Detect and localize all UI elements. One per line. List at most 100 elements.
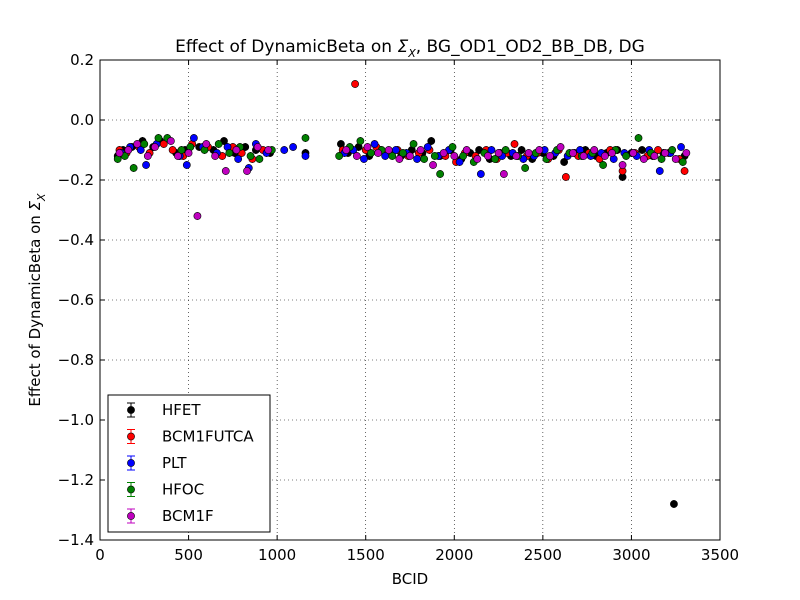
data-point [351,80,359,88]
data-point [448,143,457,151]
data-point [189,134,198,142]
x-tick-label: 1000 [258,546,296,564]
data-point [634,134,643,142]
data-point [133,140,142,148]
data-point [264,146,273,154]
data-point [142,161,150,169]
data-point [494,149,503,157]
data-point [177,146,186,154]
data-point [253,143,262,151]
y-tick-label: −0.6 [58,291,94,309]
data-point [650,152,659,160]
data-point [140,140,149,148]
series-hfoc [113,134,687,178]
data-point [546,152,554,160]
data-point [670,500,678,508]
data-point [678,158,687,166]
data-point [491,155,499,163]
data-point [579,152,588,160]
data-point [225,149,234,157]
data-point [671,155,680,163]
data-point [280,146,289,154]
legend-label: HFET [162,401,201,419]
data-point [289,143,297,151]
legend-entry-bcm1futca: BCM1FUTCA [127,428,254,446]
data-point [512,152,521,160]
x-tick-labels: 0 500 1000 1500 2000 2500 3000 3500 [95,546,739,564]
data-point [629,149,638,157]
data-point [618,161,627,169]
data-point [255,155,264,163]
data-point [682,149,691,157]
data-point [151,143,159,151]
data-point [356,137,365,145]
data-point [655,167,664,175]
data-point [166,137,175,145]
data-point [246,152,255,160]
data-point [211,152,220,160]
data-point [654,146,662,154]
x-tick-label: 500 [174,546,203,564]
data-point [136,146,145,154]
data-point [499,170,508,178]
data-point [668,146,677,154]
data-point [413,155,421,163]
data-point [521,164,530,172]
data-point [657,155,666,163]
data-point [416,146,425,154]
data-point [234,155,243,163]
data-point [399,149,407,157]
data-point [301,134,310,142]
legend-entry-bcm1f: BCM1F [127,507,214,525]
data-point [129,164,138,172]
legend-marker [127,485,135,494]
series-bcm1f [115,137,691,220]
x-tick-label: 0 [95,546,105,564]
data-point [524,149,533,157]
legend-label: HFOC [162,481,204,499]
y-tick-label: 0.0 [70,111,94,129]
data-point [370,140,379,148]
x-tick-label: 1500 [347,546,385,564]
data-point [232,146,241,154]
data-point [462,146,471,154]
grid [100,60,720,540]
data-point [680,167,689,175]
data-point [429,161,437,169]
data-point [154,134,163,142]
legend-entry-hfet: HFET [127,401,201,419]
data-point [168,146,177,154]
data-point [409,140,418,148]
data-point [384,146,393,154]
data-point [363,143,372,151]
data-point [535,146,544,154]
data-point [395,155,404,163]
data-point [661,149,669,157]
data-point [124,146,133,154]
x-tick-label: 3500 [701,546,739,564]
data-point [214,140,223,148]
data-point [459,152,468,160]
data-point [352,152,361,160]
data-point [569,149,577,157]
data-point [143,152,152,160]
data-point [388,152,397,160]
data-point [360,155,368,163]
x-tick-label: 2500 [524,546,562,564]
x-tick-label: 2000 [435,546,473,564]
data-point [561,173,570,181]
legend-marker [127,459,135,467]
x-tick-label: 3000 [612,546,650,564]
chart-title: Effect of DynamicBeta on ΣX, BG_OD1_OD2_… [175,37,645,60]
legend-marker [127,512,135,520]
y-axis-label: Effect of DynamicBeta on ΣX [26,193,48,407]
legend-marker [127,406,135,414]
legend-entry-hfoc: HFOC [127,481,204,499]
legend-label: BCM1F [162,507,214,525]
y-tick-label: 0.2 [70,51,94,69]
data-point [590,146,599,154]
y-tick-label: −0.8 [58,351,94,369]
data-point [455,158,464,166]
y-tick-label: −1.2 [58,471,94,489]
